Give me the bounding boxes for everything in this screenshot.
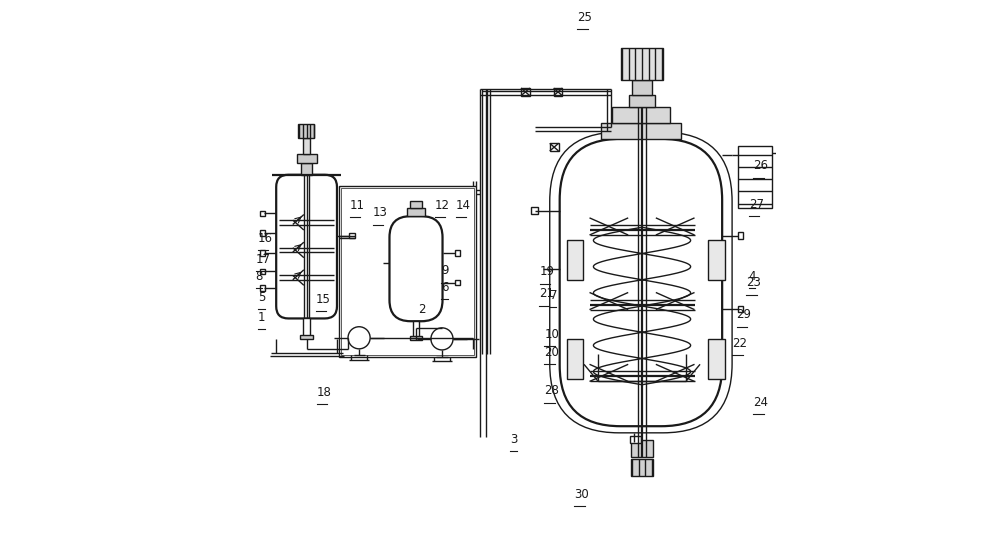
Bar [300,335,313,340]
Text: 4: 4 [749,270,756,283]
Bar [550,143,559,151]
Text: 28: 28 [544,384,559,397]
Text: 10: 10 [544,327,559,341]
Text: 2: 2 [418,302,426,316]
Text: 5: 5 [258,290,265,304]
Text: 16: 16 [258,232,273,245]
Text: 27: 27 [749,198,764,211]
Bar [567,240,583,280]
Bar [621,48,663,80]
Text: 7: 7 [550,289,557,302]
FancyBboxPatch shape [276,175,337,319]
Bar [554,88,562,96]
Text: 9: 9 [441,264,448,277]
Bar [260,230,265,235]
Text: 12: 12 [435,199,450,212]
Text: 26: 26 [753,159,768,172]
Bar [531,207,538,214]
Text: 25: 25 [577,11,592,24]
Text: 17: 17 [256,253,271,266]
Text: 18: 18 [317,386,331,398]
Bar [632,80,652,95]
Text: 24: 24 [753,396,768,408]
Circle shape [431,328,453,350]
Text: 23: 23 [746,276,761,289]
Bar [521,88,530,96]
Text: 22: 22 [732,337,747,350]
Text: 1: 1 [258,311,265,324]
Bar [612,107,670,124]
Bar [339,186,476,357]
Bar [413,321,419,337]
Bar [407,208,425,216]
Text: 8: 8 [256,270,263,283]
Circle shape [348,327,370,349]
Bar [567,340,583,379]
Text: 30: 30 [574,488,589,501]
Bar [708,340,725,379]
Bar [303,319,310,336]
Bar [260,269,265,274]
Bar [341,188,474,355]
Bar [298,124,314,138]
Bar [260,250,265,256]
Bar [738,306,743,312]
Text: 6: 6 [441,280,448,294]
Bar [410,336,422,340]
Text: 29: 29 [737,308,752,321]
Text: 14: 14 [456,199,471,212]
Bar [738,232,743,239]
Text: 21: 21 [539,287,554,300]
Bar [303,138,310,154]
Bar [410,201,422,208]
Bar [297,154,317,163]
Bar [455,280,460,285]
Text: 15: 15 [316,293,331,306]
Bar [629,95,655,107]
Text: 19: 19 [540,265,555,278]
Bar [260,285,265,291]
Bar [738,146,772,208]
Bar [601,124,681,139]
FancyBboxPatch shape [560,139,722,426]
Bar [301,163,312,175]
FancyBboxPatch shape [389,216,443,321]
Bar [260,211,265,216]
Bar [631,440,653,456]
Bar [349,233,355,238]
Text: 3: 3 [510,433,517,445]
Text: 20: 20 [544,346,559,359]
Text: 11: 11 [350,199,365,212]
Text: 13: 13 [373,206,388,219]
Bar [708,240,725,280]
Bar [455,250,460,256]
Bar [631,459,653,476]
Bar [630,436,641,443]
